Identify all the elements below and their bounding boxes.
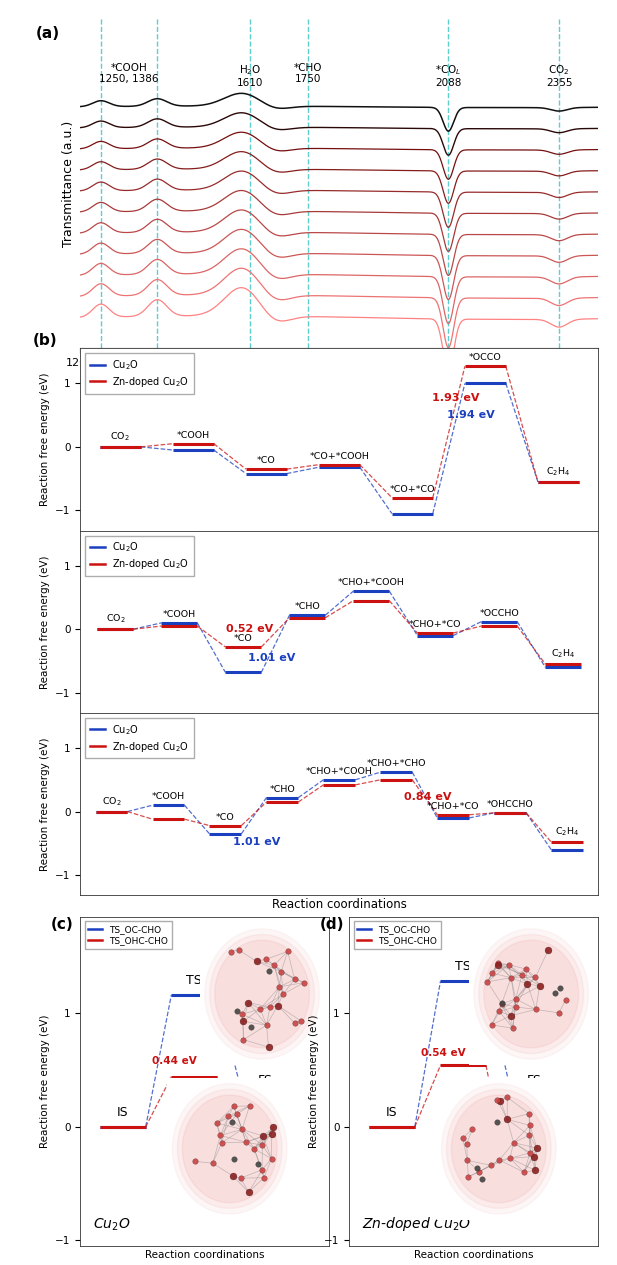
X-axis label: Wavenumber (cm$^{-1}$): Wavenumber (cm$^{-1}$) bbox=[274, 371, 405, 388]
Legend: TS_OC-CHO, TS_OHC-CHO: TS_OC-CHO, TS_OHC-CHO bbox=[85, 921, 172, 949]
Legend: TS_OC-CHO, TS_OHC-CHO: TS_OC-CHO, TS_OHC-CHO bbox=[354, 921, 441, 949]
Text: *COOH: *COOH bbox=[152, 792, 185, 802]
X-axis label: Reaction coordinations: Reaction coordinations bbox=[145, 1250, 265, 1260]
Text: (c): (c) bbox=[51, 917, 73, 931]
Text: *CHO+*CHO: *CHO+*CHO bbox=[366, 759, 426, 768]
Text: 1.28 eV: 1.28 eV bbox=[480, 965, 524, 975]
Text: *OCCHO: *OCCHO bbox=[479, 608, 519, 617]
Text: 1.94 eV: 1.94 eV bbox=[447, 410, 495, 420]
Y-axis label: Reaction free energy (eV): Reaction free energy (eV) bbox=[39, 555, 49, 688]
Text: CO$_2$: CO$_2$ bbox=[106, 614, 125, 625]
Text: 0.52 eV: 0.52 eV bbox=[226, 625, 273, 634]
Text: (b): (b) bbox=[33, 333, 57, 348]
Text: 1.93 eV: 1.93 eV bbox=[433, 393, 480, 404]
Y-axis label: Reaction free energy (eV): Reaction free energy (eV) bbox=[39, 1015, 49, 1149]
Text: C$_2$H$_4$: C$_2$H$_4$ bbox=[546, 466, 571, 478]
Text: *OCCO: *OCCO bbox=[469, 353, 502, 362]
Text: 0.54 eV: 0.54 eV bbox=[421, 1049, 466, 1059]
Text: *CO: *CO bbox=[257, 457, 276, 466]
Text: C$_2$H$_4$: C$_2$H$_4$ bbox=[555, 826, 579, 839]
Text: *COOH: *COOH bbox=[177, 431, 210, 440]
Text: *CHO: *CHO bbox=[294, 602, 320, 611]
Text: *CO$_L$
2088: *CO$_L$ 2088 bbox=[435, 63, 462, 89]
Text: *CO+*CO: *CO+*CO bbox=[389, 484, 435, 493]
Text: *OHCCHO: *OHCCHO bbox=[487, 799, 534, 810]
Text: CO$_2$: CO$_2$ bbox=[110, 430, 130, 443]
Legend: Cu$_2$O, Zn-doped Cu$_2$O: Cu$_2$O, Zn-doped Cu$_2$O bbox=[85, 353, 194, 393]
Y-axis label: Reaction free energy (eV): Reaction free energy (eV) bbox=[308, 1015, 318, 1149]
Text: 1.01 eV: 1.01 eV bbox=[233, 836, 281, 846]
Text: CO$_2$
2355: CO$_2$ 2355 bbox=[546, 63, 573, 89]
Y-axis label: Transmittance (a.u.): Transmittance (a.u.) bbox=[62, 120, 75, 247]
Text: IS: IS bbox=[117, 1106, 129, 1118]
Text: *CHO
1750: *CHO 1750 bbox=[294, 63, 323, 85]
Text: TS: TS bbox=[186, 974, 202, 987]
Text: *CO+*COOH: *CO+*COOH bbox=[309, 452, 370, 460]
Text: Cu$_2$O: Cu$_2$O bbox=[93, 1217, 130, 1233]
X-axis label: Reaction coordinations: Reaction coordinations bbox=[414, 1250, 534, 1260]
Text: *CO: *CO bbox=[216, 812, 235, 822]
Y-axis label: Reaction free energy (eV): Reaction free energy (eV) bbox=[39, 737, 49, 872]
Text: *CHO+*CO: *CHO+*CO bbox=[409, 620, 462, 629]
Text: (d): (d) bbox=[320, 917, 344, 931]
Text: *COOH
1250, 1386: *COOH 1250, 1386 bbox=[99, 63, 159, 85]
Text: H$_2$O
1610: H$_2$O 1610 bbox=[237, 63, 263, 89]
Text: *CO: *CO bbox=[234, 634, 253, 643]
Text: Zn-doped Cu$_2$O: Zn-doped Cu$_2$O bbox=[362, 1214, 471, 1233]
Text: CO$_2$: CO$_2$ bbox=[102, 796, 122, 808]
Text: *CHO+*COOH: *CHO+*COOH bbox=[306, 767, 373, 775]
Text: C$_2$H$_4$: C$_2$H$_4$ bbox=[551, 648, 576, 660]
Legend: Cu$_2$O, Zn-doped Cu$_2$O: Cu$_2$O, Zn-doped Cu$_2$O bbox=[85, 535, 194, 576]
Text: TS: TS bbox=[455, 960, 471, 973]
Text: (a): (a) bbox=[36, 25, 60, 40]
Text: *CHO+*CO: *CHO+*CO bbox=[427, 802, 479, 811]
Text: 0.84 eV: 0.84 eV bbox=[404, 792, 452, 802]
Text: 0.44 eV: 0.44 eV bbox=[152, 1056, 197, 1066]
Text: Reaction coordinations: Reaction coordinations bbox=[272, 898, 407, 911]
Text: FS: FS bbox=[258, 1074, 273, 1087]
Text: 1.16 eV: 1.16 eV bbox=[211, 980, 255, 990]
Legend: Cu$_2$O, Zn-doped Cu$_2$O: Cu$_2$O, Zn-doped Cu$_2$O bbox=[85, 719, 194, 759]
Text: *CHO+*COOH: *CHO+*COOH bbox=[338, 578, 405, 587]
Text: *COOH: *COOH bbox=[163, 610, 196, 619]
Text: 1.01 eV: 1.01 eV bbox=[249, 653, 296, 663]
Text: FS: FS bbox=[527, 1074, 542, 1087]
Text: *CHO: *CHO bbox=[270, 784, 296, 793]
Text: IS: IS bbox=[386, 1106, 398, 1118]
Y-axis label: Reaction free energy (eV): Reaction free energy (eV) bbox=[39, 373, 49, 506]
